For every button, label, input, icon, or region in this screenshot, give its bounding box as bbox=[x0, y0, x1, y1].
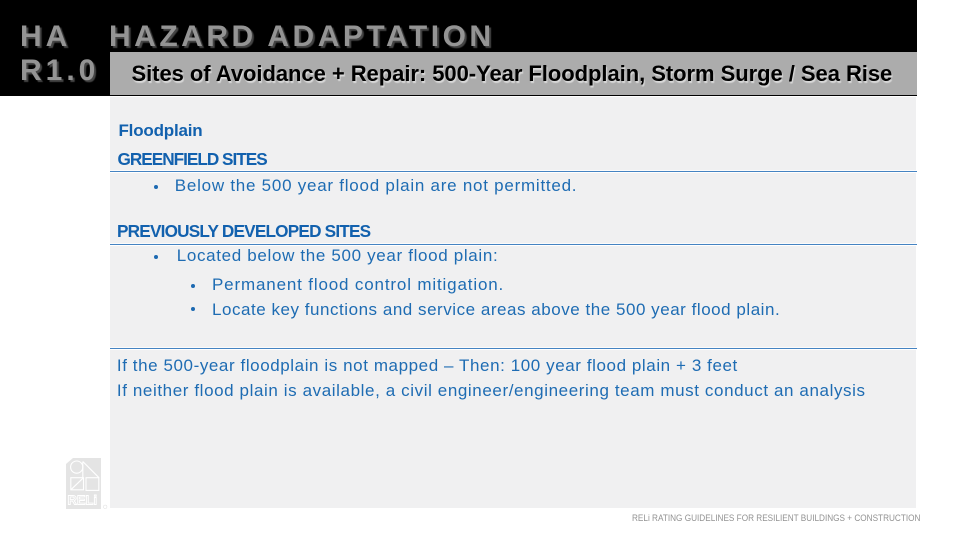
svg-text:RELi: RELi bbox=[68, 493, 98, 508]
